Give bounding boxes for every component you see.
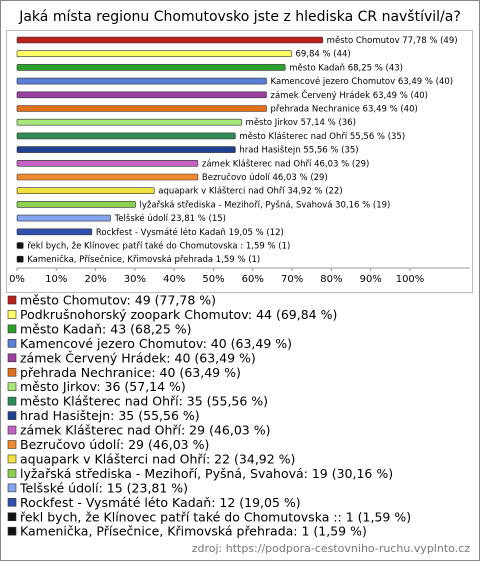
value-label: přehrada Nechranice 63,49 % (40): [271, 105, 418, 115]
legend-label: Telšské údolí: 15 (23,81 %): [19, 480, 188, 495]
legend-swatch: [7, 367, 17, 377]
legend-label: město Kadaň: 43 (68,25 %): [20, 321, 192, 336]
legend-swatch: [7, 353, 17, 363]
legend-label: město Chomutov: 49 (77,78 %): [20, 293, 216, 308]
source: zdroj: https://podpora-cestovniho-ruchu.…: [192, 542, 471, 555]
legend-label: Podkrušnohorský zoopark Chomutov: 44 (69…: [20, 307, 337, 322]
bar: [16, 64, 286, 71]
value-label: Telšské údolí 23,81 % (15): [114, 213, 226, 224]
legend-swatch: [7, 339, 17, 348]
legend-swatch: [7, 396, 17, 406]
value-label: lyžařská střediska - Mezihoří, Pyšná, Sv…: [140, 199, 391, 210]
bar: [16, 91, 267, 99]
x-tick-label: 80%: [320, 274, 342, 285]
bar: [16, 36, 323, 44]
value-label: město Kadaň 68,25 % (43): [289, 62, 403, 73]
value-label: 69,84 % (44): [295, 50, 350, 60]
bar: [16, 118, 242, 126]
bar: [16, 160, 199, 167]
legend-swatch: [7, 324, 17, 334]
bar: [16, 187, 155, 194]
x-tick-label: 40%: [163, 274, 185, 285]
value-label: Kamenička, Přísečnice, Křimovská přehrad…: [27, 254, 260, 265]
legend-swatch: [7, 382, 17, 392]
value-label: město Jirkov 57,14 % (36): [246, 118, 356, 128]
bar: [16, 50, 292, 58]
x-tick-label: 60%: [242, 274, 264, 285]
x-tick-label: 20%: [84, 274, 106, 285]
value-label: aquapark v Klášterci nad Ohří 34,92 % (2…: [158, 186, 342, 197]
value-label: Rockfest - Vysmáté léto Kadaň 19,05 % (1…: [96, 227, 284, 238]
value-label: zámek Klášterec nad Ohří 46,03 % (29): [202, 158, 369, 169]
value-label: město Chomutov 77,78 % (49): [327, 36, 458, 46]
value-label: zámek Červený Hrádek 63,49 % (40): [271, 89, 428, 101]
legend-label: hrad Hasištejn: 35 (55,56 %): [20, 408, 200, 423]
legend-swatch: [7, 310, 17, 319]
value-label: řekl bych, že Klínovec patří také do Cho…: [27, 241, 290, 252]
legend-label: zámek Klášterec nad Ohří: 29 (46,03 %): [20, 423, 270, 438]
legend-label: Bezručovo údolí: 29 (46,03 %): [20, 437, 209, 452]
legend-label: zámek Červený Hrádek: 40 (63,49 %): [20, 350, 256, 365]
legend-label: přehrada Nechranice: 40 (63,49 %): [20, 365, 241, 380]
legend-swatch: [7, 454, 17, 464]
bar: [16, 228, 93, 236]
bar: [16, 173, 199, 181]
bar: [16, 214, 111, 222]
plot-frame: [6, 30, 473, 293]
x-tick-label: 30%: [124, 274, 146, 285]
x-tick-label: 50%: [202, 274, 224, 285]
legend-swatch: [7, 526, 17, 536]
bar: [16, 255, 24, 263]
legend-swatch: [7, 295, 17, 305]
value-label: Kamencové jezero Chomutov 63,49 % (40): [271, 76, 454, 87]
x-tick-label: 100%: [396, 274, 425, 285]
legend-label: Rockfest - Vysmáté léto Kadaň: 12 (19,05…: [20, 495, 301, 510]
legend-label: lyžařská střediska - Mezihoří, Pyšná, Sv…: [20, 466, 393, 481]
chart-title: Jaká místa regionu Chomutovsko jste z hl…: [18, 9, 461, 25]
x-tick-label: 90%: [360, 274, 382, 285]
legend-label: město Jirkov: 36 (57,14 %): [20, 379, 186, 394]
bar: [16, 242, 24, 249]
legend-swatch: [7, 425, 17, 435]
value-label: Bezručovo údolí 46,03 % (29): [202, 172, 328, 183]
legend-label: Kamencové jezero Chomutov: 40 (63,49 %): [20, 336, 292, 351]
bar: [16, 77, 267, 85]
legend-swatch: [7, 512, 17, 522]
bar: [16, 146, 236, 153]
value-label: město Klášterec nad Ohří 55,56 % (35): [239, 131, 405, 142]
legend-label: Kamenička, Přísečnice, Křimovská přehrad…: [20, 524, 367, 539]
bar: [16, 105, 267, 112]
legend-label: aquapark v Klášterci nad Ohří: 22 (34,92…: [20, 451, 295, 466]
value-label: hrad Hasištejn 55,56 % (35): [239, 145, 358, 156]
legend-swatch: [7, 469, 17, 478]
legend-swatch: [7, 483, 17, 493]
legend-swatch: [7, 497, 17, 507]
x-tick-label: 70%: [281, 274, 303, 285]
x-tick-label: 0%: [9, 274, 25, 285]
legend-label: město Klášterec nad Ohří: 35 (55,56 %): [20, 394, 268, 409]
legend-label: řekl bych, že Klínovec patří také do Cho…: [20, 509, 411, 524]
legend-swatch: [7, 411, 17, 420]
x-tick-label: 10%: [45, 274, 67, 285]
legend-swatch: [7, 440, 17, 449]
bar: [16, 132, 236, 140]
bar: [16, 201, 136, 208]
